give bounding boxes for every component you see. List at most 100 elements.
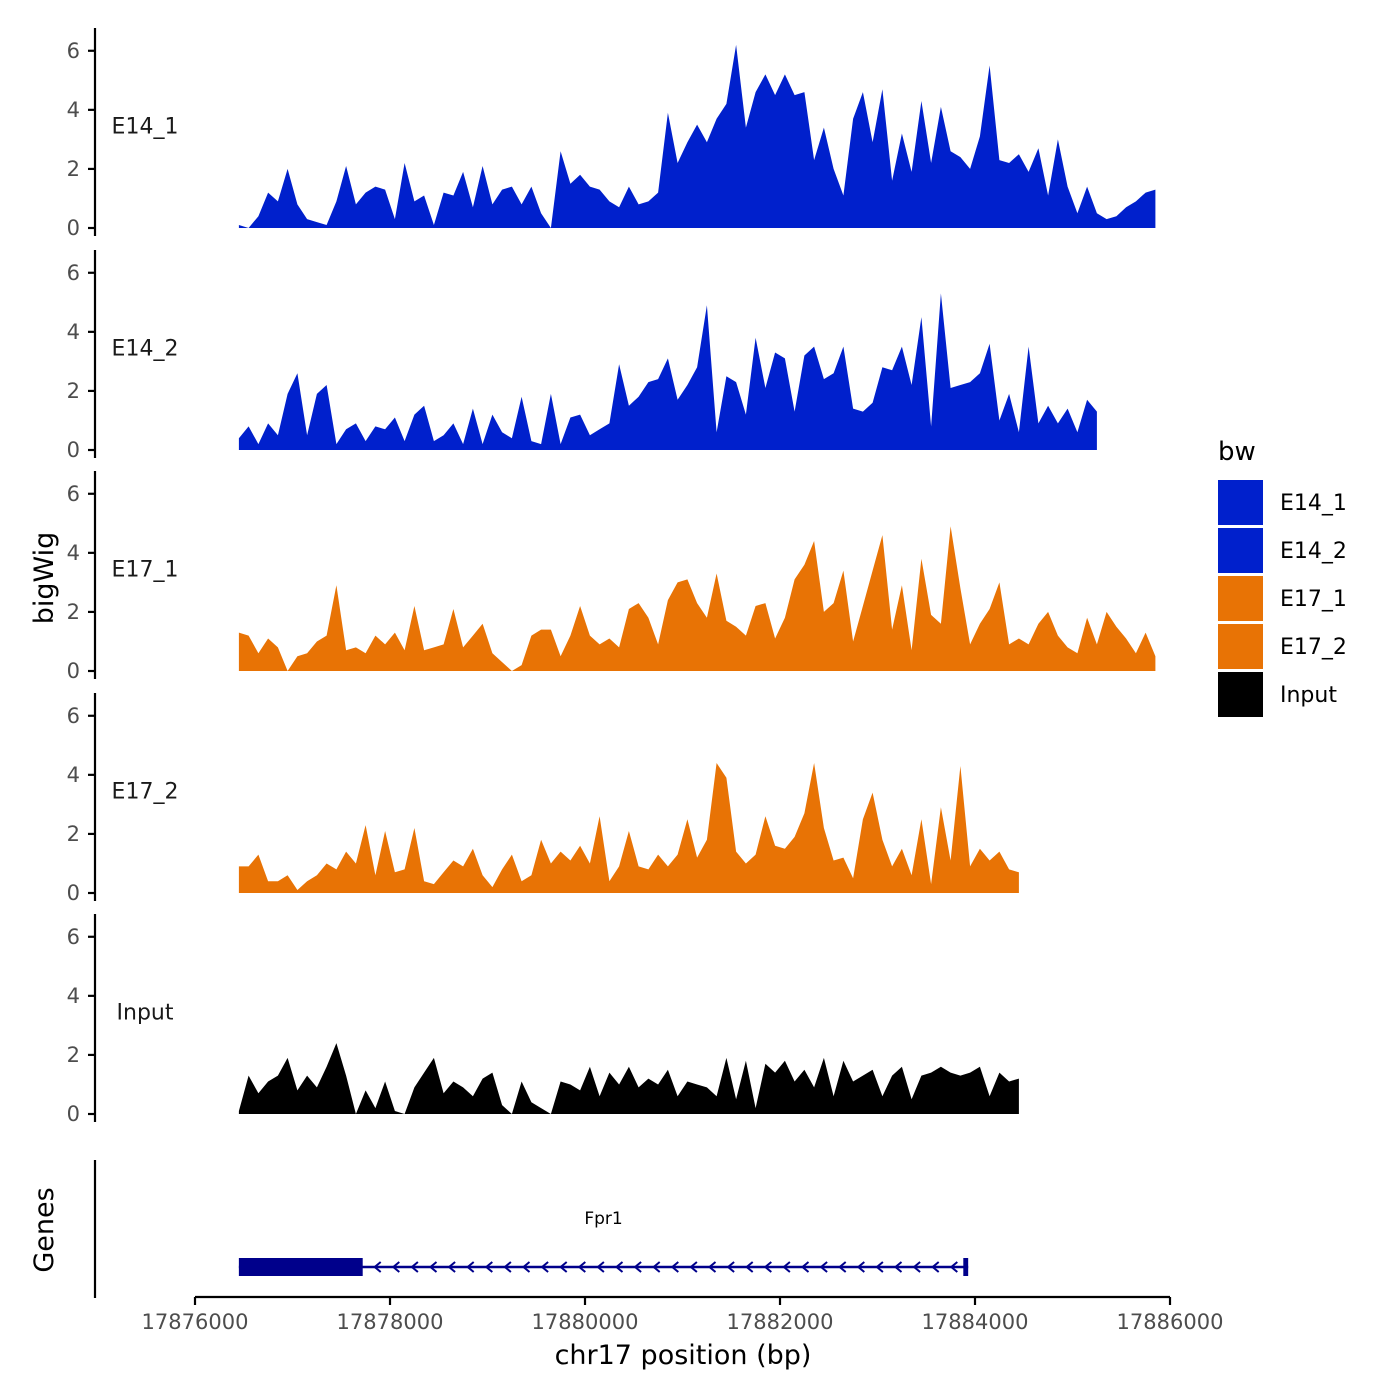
- track-label: Input: [117, 1000, 174, 1025]
- strand-arrow: [707, 1261, 717, 1273]
- strand-arrow: [614, 1261, 624, 1273]
- y-tick-label: 4: [67, 541, 80, 565]
- legend-label: E14_1: [1280, 491, 1347, 516]
- strand-arrow: [931, 1261, 940, 1273]
- legend-swatch: [1218, 480, 1263, 525]
- strand-arrow: [838, 1261, 847, 1273]
- strand-arrow: [782, 1261, 791, 1273]
- strand-arrow: [373, 1261, 382, 1273]
- strand-arrow: [447, 1261, 456, 1273]
- track-label: E14_1: [112, 114, 179, 139]
- track-e14-1: 0 2 4 6 E14_1: [67, 28, 1156, 240]
- legend-entry-e14-2: E14_2: [1218, 528, 1347, 573]
- x-tick-label: 17878000: [337, 1310, 444, 1334]
- legend-entry-e14-1: E14_1: [1218, 480, 1347, 525]
- bigwig-tracks: 0 2 4 6 E14_1 0 2 4 6 E14_2 0 2 4 6 E17_1 0 2 4 6 E17_2 0 2 4 6…: [67, 28, 1156, 1126]
- strand-arrow: [540, 1261, 549, 1273]
- strand-arrow: [949, 1261, 958, 1273]
- x-tick-label: 17884000: [922, 1310, 1029, 1334]
- y-tick-label: 2: [67, 157, 80, 181]
- strand-arrow: [577, 1261, 586, 1273]
- legend-label: E17_2: [1280, 635, 1347, 660]
- x-axis: 17876000 17878000 17880000 17882000 17884000…: [142, 1295, 1224, 1334]
- legend-entry-e17-2: E17_2: [1218, 624, 1347, 669]
- legend-label: E17_1: [1280, 587, 1347, 612]
- y-tick-label: 2: [67, 1043, 80, 1067]
- strand-arrow: [503, 1261, 512, 1273]
- strand-arrow: [410, 1261, 419, 1273]
- legend-swatch: [1218, 672, 1263, 717]
- track-e14-2: 0 2 4 6 E14_2: [67, 250, 1097, 462]
- y-tick-label: 4: [67, 98, 80, 122]
- area-input: [238, 1043, 1019, 1114]
- strand-arrow: [856, 1261, 865, 1273]
- y-tick-label: 6: [67, 261, 80, 285]
- x-axis-title: chr17 position (bp): [555, 1340, 812, 1371]
- genes-panel: Fpr1: [93, 1160, 969, 1298]
- track-label: E14_2: [112, 336, 179, 361]
- track-input: 0 2 4 6 Input: [67, 914, 1019, 1126]
- y-tick-label: 4: [67, 984, 80, 1008]
- y-tick-label: 0: [67, 1102, 80, 1126]
- y-tick-label: 6: [67, 704, 80, 728]
- y-tick-label: 0: [67, 216, 80, 240]
- y-tick-label: 6: [67, 482, 80, 506]
- strand-arrow: [763, 1261, 772, 1273]
- legend-label: E14_2: [1280, 539, 1347, 564]
- strand-arrow: [689, 1261, 698, 1273]
- strand-arrow: [521, 1261, 531, 1273]
- track-e17-1: 0 2 4 6 E17_1: [67, 471, 1156, 683]
- y-tick-label: 6: [67, 39, 80, 63]
- legend-label: Input: [1280, 683, 1337, 708]
- genes-axis-title: Genes: [29, 1187, 60, 1272]
- y-tick-label: 4: [67, 320, 80, 344]
- legend-title: bw: [1218, 437, 1256, 467]
- area-e17-1: [238, 526, 1156, 671]
- strand-arrow: [428, 1261, 438, 1273]
- strand-arrow: [484, 1261, 493, 1273]
- gene-label: Fpr1: [584, 1209, 622, 1229]
- strand-arrow: [819, 1261, 828, 1273]
- legend-swatch: [1218, 624, 1263, 669]
- strand-arrow: [875, 1261, 884, 1273]
- strand-arrow: [466, 1261, 475, 1273]
- legend: bw E14_1 E14_2 E17_1 E17_2 Input: [1218, 437, 1347, 717]
- exon: [238, 1258, 363, 1276]
- x-tick-label: 17882000: [727, 1310, 834, 1334]
- legend-entry-input: Input: [1218, 672, 1337, 717]
- legend-entry-e17-1: E17_1: [1218, 576, 1347, 621]
- legend-swatch: [1218, 576, 1263, 621]
- y-tick-label: 6: [67, 925, 80, 949]
- y-tick-label: 0: [67, 659, 80, 683]
- area-e14-1: [238, 44, 1156, 229]
- y-axis-title: bigWig: [29, 532, 60, 625]
- y-tick-label: 4: [67, 763, 80, 787]
- x-tick-label: 17876000: [142, 1310, 249, 1334]
- y-tick-label: 2: [67, 600, 80, 624]
- strand-arrow: [800, 1261, 810, 1273]
- strand-arrow: [745, 1261, 754, 1273]
- strand-arrow: [559, 1261, 568, 1273]
- strand-arrow: [633, 1261, 642, 1273]
- strand-arrow: [391, 1261, 400, 1273]
- x-tick-label: 17880000: [532, 1310, 639, 1334]
- legend-swatch: [1218, 528, 1263, 573]
- track-label: E17_1: [112, 557, 179, 582]
- strand-arrow: [652, 1261, 661, 1273]
- strand-arrow: [596, 1261, 605, 1273]
- y-tick-label: 0: [67, 881, 80, 905]
- y-tick-label: 2: [67, 379, 80, 403]
- strand-arrow: [670, 1261, 679, 1273]
- x-tick-label: 17886000: [1117, 1310, 1224, 1334]
- y-tick-label: 0: [67, 438, 80, 462]
- strand-arrow: [912, 1261, 921, 1273]
- exon: [963, 1258, 969, 1276]
- strand-arrow: [893, 1261, 903, 1273]
- area-e17-2: [238, 763, 1019, 893]
- track-label: E17_2: [112, 779, 179, 804]
- strand-arrow: [726, 1261, 735, 1273]
- area-e14-2: [238, 293, 1097, 450]
- track-e17-2: 0 2 4 6 E17_2: [67, 693, 1019, 905]
- y-tick-label: 2: [67, 822, 80, 846]
